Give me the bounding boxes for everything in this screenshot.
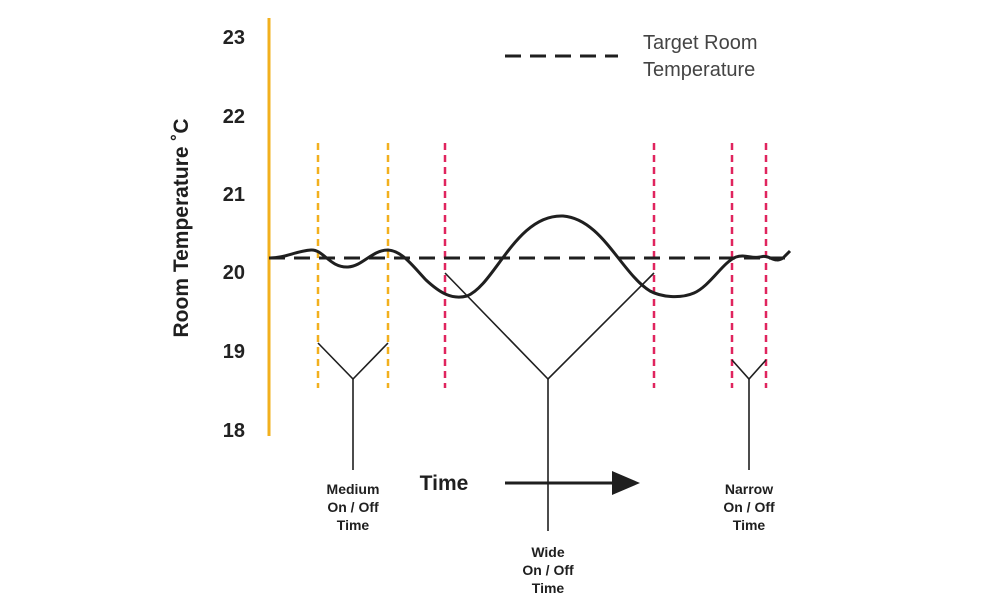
room-temperature-curve xyxy=(269,214,792,299)
annotation-wide-line1: Wide xyxy=(531,544,565,560)
cycle-markers xyxy=(316,143,768,388)
annotation-medium-line1: Medium xyxy=(327,481,380,497)
narrow-connector xyxy=(731,359,767,381)
legend-label-line2: Temperature xyxy=(643,59,755,81)
y-tick-label: 21 xyxy=(223,184,245,206)
y-tick-label: 19 xyxy=(223,341,245,363)
annotation-narrow: Narrow On / Off Time xyxy=(723,481,775,533)
connector-lines xyxy=(317,272,767,531)
annotation-wide-line3: Time xyxy=(532,580,565,596)
y-tick-label: 22 xyxy=(223,106,245,128)
annotation-medium-line3: Time xyxy=(337,517,370,533)
time-arrow-icon xyxy=(505,471,640,495)
annotation-wide-line2: On / Off xyxy=(522,562,574,578)
annotation-narrow-line3: Time xyxy=(733,517,766,533)
y-axis-label: Room Temperature ˚C xyxy=(170,119,193,338)
y-tick-labels: 23 22 21 20 19 18 xyxy=(223,27,245,442)
annotation-wide: Wide On / Off Time xyxy=(522,544,574,596)
annotation-narrow-line2: On / Off xyxy=(723,499,775,515)
legend: Target Room Temperature xyxy=(505,32,758,81)
annotation-medium-line2: On / Off xyxy=(327,499,379,515)
annotation-narrow-line1: Narrow xyxy=(725,481,773,497)
medium-connector xyxy=(317,342,389,381)
y-tick-label: 18 xyxy=(223,420,245,442)
y-tick-label: 20 xyxy=(223,262,245,284)
annotation-medium: Medium On / Off Time xyxy=(327,481,380,533)
legend-label-line1: Target Room xyxy=(643,32,758,54)
y-tick-label: 23 xyxy=(223,27,245,49)
x-axis-label: Time xyxy=(420,472,469,495)
